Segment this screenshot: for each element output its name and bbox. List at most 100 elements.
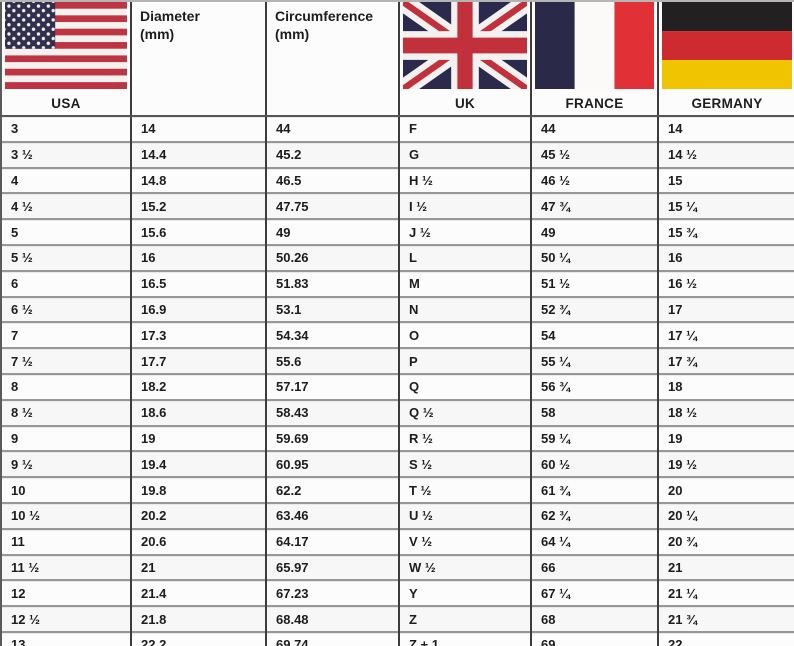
- cell-uk: F: [398, 115, 531, 142]
- cell-uk: L: [398, 243, 531, 271]
- cell-france: 61 ¾: [530, 476, 658, 503]
- cell-uk: J ½: [398, 218, 531, 245]
- cell-usa: 8: [0, 372, 131, 400]
- cell-usa: 6: [0, 269, 131, 297]
- cell-usa: 5: [0, 218, 131, 245]
- cell-uk: G: [398, 140, 531, 168]
- cell-usa: 3: [0, 115, 131, 142]
- cell-france: 62 ¾: [530, 501, 658, 529]
- table-row: 12 21.4 67.23 Y 67 ¼ 21 ¼: [0, 579, 794, 607]
- table-row: 5 ½ 16 50.26 L 50 ¼ 16: [0, 243, 794, 271]
- cell-france: 55 ¼: [530, 347, 658, 374]
- header-uk: UK: [398, 0, 531, 117]
- germany-flag-icon: [662, 3, 792, 89]
- cell-germany: 14 ½: [657, 140, 794, 168]
- cell-uk: N: [398, 295, 531, 323]
- cell-uk: S ½: [398, 450, 531, 478]
- cell-circumference: 57.17: [265, 372, 399, 400]
- cell-circumference: 53.1: [265, 295, 399, 323]
- header-diameter: Diameter (mm): [130, 0, 266, 117]
- cell-usa: 6 ½: [0, 295, 131, 323]
- cell-germany: 21 ¾: [657, 605, 794, 632]
- table-row: 3 ½ 14.4 45.2 G 45 ½ 14 ½: [0, 140, 794, 168]
- header-usa: USA: [0, 0, 131, 117]
- cell-diameter: 17.3: [130, 321, 266, 349]
- cell-circumference: 64.17: [265, 527, 399, 555]
- cell-germany: 17 ¼: [657, 321, 794, 349]
- cell-diameter: 16: [130, 243, 266, 271]
- cell-germany: 17 ¾: [657, 347, 794, 374]
- cell-circumference: 55.6: [265, 347, 399, 374]
- cell-usa: 11: [0, 527, 131, 555]
- cell-diameter: 15.2: [130, 192, 266, 220]
- cell-circumference: 50.26: [265, 243, 399, 271]
- cell-usa: 4: [0, 166, 131, 194]
- cell-usa: 5 ½: [0, 243, 131, 271]
- cell-circumference: 49: [265, 218, 399, 245]
- cell-usa: 10 ½: [0, 501, 131, 529]
- cell-usa: 4 ½: [0, 192, 131, 220]
- header-circumference: Circumference (mm): [265, 0, 399, 117]
- table-row: 6 ½ 16.9 53.1 N 52 ¾ 17: [0, 295, 794, 323]
- table-row: 13 22.2 69.74 Z + 1 69 22: [0, 630, 794, 646]
- cell-germany: 20 ¼: [657, 501, 794, 529]
- cell-diameter: 19.4: [130, 450, 266, 478]
- cell-france: 64 ¼: [530, 527, 658, 555]
- usa-flag-icon: [5, 3, 127, 89]
- header-germany: GERMANY: [657, 0, 794, 117]
- column-label-germany: GERMANY: [691, 96, 763, 111]
- cell-germany: 16: [657, 243, 794, 271]
- cell-uk: Z + 1: [398, 630, 531, 646]
- cell-circumference: 63.46: [265, 501, 399, 529]
- cell-germany: 20: [657, 476, 794, 503]
- cell-diameter: 14: [130, 115, 266, 142]
- table-row: 12 ½ 21.8 68.48 Z 68 21 ¾: [0, 605, 794, 632]
- cell-diameter: 21.8: [130, 605, 266, 632]
- table-row: 11 20.6 64.17 V ½ 64 ¼ 20 ¾: [0, 527, 794, 555]
- column-label-france: FRANCE: [565, 96, 624, 111]
- cell-uk: U ½: [398, 501, 531, 529]
- table-row: 8 ½ 18.6 58.43 Q ½ 58 18 ½: [0, 398, 794, 426]
- cell-diameter: 18.6: [130, 398, 266, 426]
- cell-usa: 9 ½: [0, 450, 131, 478]
- cell-uk: M: [398, 269, 531, 297]
- column-label-uk: UK: [454, 96, 476, 111]
- cell-france: 66: [530, 553, 658, 581]
- table-row: 4 ½ 15.2 47.75 I ½ 47 ¾ 15 ¼: [0, 192, 794, 220]
- france-flag-icon: [535, 3, 654, 89]
- cell-usa: 13: [0, 630, 131, 646]
- cell-uk: T ½: [398, 476, 531, 503]
- cell-germany: 15: [657, 166, 794, 194]
- cell-uk: O: [398, 321, 531, 349]
- table-row: 7 17.3 54.34 O 54 17 ¼: [0, 321, 794, 349]
- cell-germany: 17: [657, 295, 794, 323]
- cell-circumference: 46.5: [265, 166, 399, 194]
- cell-diameter: 16.5: [130, 269, 266, 297]
- cell-france: 67 ¼: [530, 579, 658, 607]
- table-row: 9 19 59.69 R ½ 59 ¼ 19: [0, 424, 794, 452]
- cell-uk: W ½: [398, 553, 531, 581]
- cell-france: 46 ½: [530, 166, 658, 194]
- cell-circumference: 59.69: [265, 424, 399, 452]
- column-label-circumference: Circumference (mm): [275, 8, 374, 42]
- table-body: 3 14 44 F 44 14 3 ½ 14.4 45.2 G 45 ½ 14 ½ 4 14.8 46.5 H…: [0, 115, 794, 646]
- cell-usa: 8 ½: [0, 398, 131, 426]
- uk-flag-icon: [403, 3, 527, 89]
- cell-france: 44: [530, 115, 658, 142]
- cell-germany: 15 ¾: [657, 218, 794, 245]
- table-row: 7 ½ 17.7 55.6 P 55 ¼ 17 ¾: [0, 347, 794, 374]
- cell-france: 60 ½: [530, 450, 658, 478]
- cell-germany: 21: [657, 553, 794, 581]
- cell-usa: 7: [0, 321, 131, 349]
- cell-circumference: 54.34: [265, 321, 399, 349]
- cell-circumference: 67.23: [265, 579, 399, 607]
- cell-germany: 19: [657, 424, 794, 452]
- cell-france: 50 ¼: [530, 243, 658, 271]
- cell-diameter: 15.6: [130, 218, 266, 245]
- cell-uk: R ½: [398, 424, 531, 452]
- cell-uk: Z: [398, 605, 531, 632]
- cell-usa: 12: [0, 579, 131, 607]
- cell-circumference: 69.74: [265, 630, 399, 646]
- cell-diameter: 21: [130, 553, 266, 581]
